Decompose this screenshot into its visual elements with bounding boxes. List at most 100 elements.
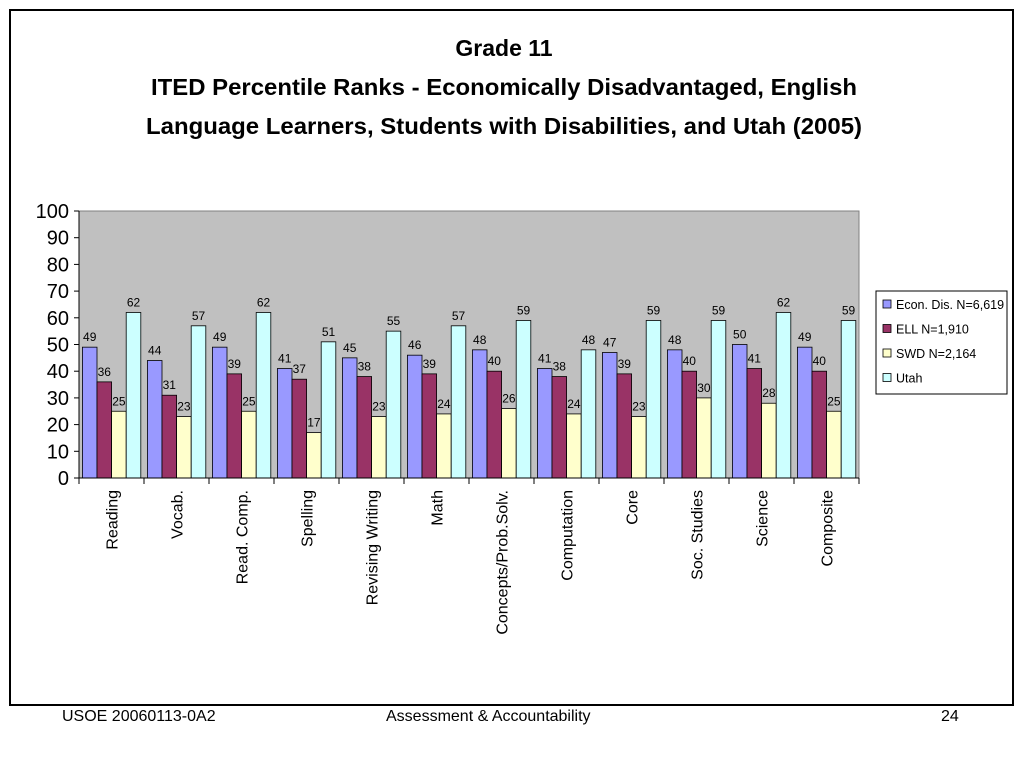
y-tick-label-9: 90 — [47, 228, 69, 250]
data-label-3-1: 57 — [192, 309, 206, 323]
bar-3-11 — [840, 320, 857, 479]
data-label-3-8: 59 — [647, 303, 661, 317]
y-tick-label-1: 10 — [47, 441, 69, 463]
category-label-11: Composite — [820, 490, 837, 567]
data-label-0-4: 45 — [343, 341, 357, 355]
footer-page-number: 24 — [941, 708, 959, 725]
y-tick-label-6: 60 — [47, 308, 69, 330]
legend: Econ. Dis. N=6,619 ELL N=1,910 SWD N=2,164… — [875, 290, 1008, 395]
category-label-6: Concepts/Prob.Solv. — [495, 490, 512, 635]
data-label-1-6: 40 — [488, 354, 502, 368]
data-label-0-5: 46 — [408, 338, 422, 352]
category-label-9: Soc. Studies — [690, 490, 707, 580]
y-tick-label-10: 100 — [36, 201, 69, 223]
data-label-0-11: 49 — [798, 330, 812, 344]
data-label-2-1: 23 — [177, 400, 191, 414]
footer-center-text: Assessment & Accountability — [386, 708, 591, 725]
bar-0-9 — [667, 349, 683, 479]
legend-label-1: ELL N=1,910 — [896, 323, 969, 337]
bar-0-2 — [211, 346, 228, 479]
y-tick-label-4: 40 — [47, 361, 69, 383]
data-label-0-10: 50 — [733, 328, 747, 342]
data-label-3-4: 55 — [387, 314, 401, 328]
bar-1-3 — [291, 378, 308, 479]
data-label-1-2: 39 — [228, 357, 242, 371]
bar-3-8 — [645, 320, 662, 479]
bar-0-6 — [471, 349, 488, 479]
data-label-3-6: 59 — [517, 303, 531, 317]
bar-0-10 — [732, 344, 748, 479]
data-label-2-7: 24 — [567, 397, 581, 411]
legend-swatch-3 — [882, 373, 892, 382]
data-label-2-4: 23 — [372, 400, 386, 414]
data-label-3-9: 59 — [712, 303, 726, 317]
bar-0-5 — [406, 354, 423, 479]
data-label-0-2: 49 — [213, 330, 227, 344]
data-label-2-9: 30 — [697, 381, 711, 395]
data-label-2-2: 25 — [242, 394, 256, 408]
bar-0-0 — [82, 346, 98, 479]
data-label-0-9: 48 — [668, 333, 682, 347]
data-label-2-8: 23 — [632, 400, 646, 414]
data-label-3-7: 48 — [582, 333, 596, 347]
data-label-0-7: 41 — [538, 352, 552, 366]
bar-2-1 — [176, 416, 192, 479]
data-labels-group: 4936256244312357493925624137175145382355… — [83, 295, 855, 429]
data-label-1-7: 38 — [553, 360, 567, 374]
data-label-3-10: 62 — [777, 295, 791, 309]
bar-chart: Grade 11 ITED Percentile Ranks - Economi… — [36, 35, 1008, 635]
data-label-0-8: 47 — [603, 336, 617, 350]
data-label-1-11: 40 — [813, 354, 827, 368]
data-label-1-1: 31 — [163, 378, 177, 392]
slide-frame — [9, 9, 1014, 706]
bar-2-3 — [306, 432, 322, 479]
bar-1-0 — [96, 381, 113, 479]
category-label-1: Vocab. — [170, 490, 187, 539]
bar-1-7 — [551, 376, 568, 479]
bar-0-7 — [537, 368, 553, 479]
data-label-2-6: 26 — [502, 392, 516, 406]
category-label-4: Revising Writing — [365, 490, 382, 605]
bar-3-7 — [580, 349, 597, 479]
bar-1-10 — [746, 368, 763, 479]
chart-title-line-1: Grade 11 — [455, 35, 552, 61]
bar-3-3 — [320, 341, 337, 479]
footer-left-text: USOE 20060113-0A2 — [62, 708, 216, 725]
bar-3-9 — [710, 320, 727, 479]
bar-3-0 — [125, 312, 142, 479]
bar-1-11 — [811, 370, 828, 479]
data-label-1-8: 39 — [618, 357, 632, 371]
bar-2-0 — [111, 410, 127, 479]
bars-group — [82, 312, 857, 479]
y-tick-label-5: 50 — [47, 335, 69, 357]
bar-0-4 — [341, 357, 358, 479]
y-tick-label-0: 0 — [58, 468, 69, 490]
data-label-1-10: 41 — [748, 352, 762, 366]
legend-swatch-2 — [882, 348, 892, 358]
category-label-5: Math — [430, 490, 447, 526]
legend-swatch-1 — [882, 324, 892, 333]
y-tick-label-2: 20 — [47, 415, 69, 437]
category-label-8: Core — [625, 490, 642, 525]
bar-0-3 — [276, 368, 293, 479]
data-label-0-3: 41 — [278, 352, 292, 366]
bar-3-10 — [775, 312, 792, 479]
legend-box — [875, 290, 1008, 395]
data-label-0-6: 48 — [473, 333, 487, 347]
data-label-3-0: 62 — [127, 295, 141, 309]
data-label-2-0: 25 — [112, 394, 126, 408]
bar-2-8 — [631, 416, 647, 479]
bar-1-1 — [161, 394, 178, 479]
bar-0-1 — [146, 360, 163, 479]
y-tick-label-8: 80 — [47, 254, 69, 276]
bar-2-9 — [696, 397, 712, 479]
data-label-0-0: 49 — [83, 330, 97, 344]
bar-1-9 — [681, 370, 698, 479]
bar-2-6 — [501, 408, 517, 479]
bar-3-6 — [515, 320, 532, 479]
data-label-1-9: 40 — [683, 354, 697, 368]
bar-2-10 — [761, 402, 777, 479]
data-label-2-10: 28 — [762, 386, 776, 400]
data-label-2-3: 17 — [307, 416, 321, 430]
y-tick-label-3: 30 — [47, 388, 69, 410]
